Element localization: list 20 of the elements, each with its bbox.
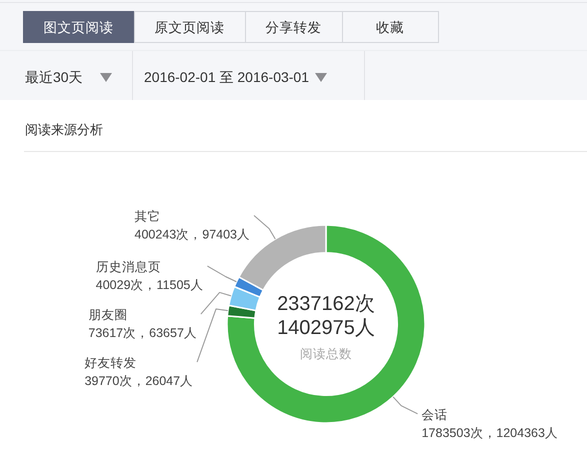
data-label: 39770次，26047人: [84, 374, 194, 388]
slice-label: 历史消息页: [96, 260, 161, 274]
chart-title: 阅读来源分析: [25, 122, 103, 137]
tab: 分享转发: [245, 11, 343, 43]
data-label: 40029次，11505人: [96, 278, 204, 292]
tab: 原文页阅读: [134, 11, 246, 43]
tab-selected: 图文页阅读: [23, 11, 135, 43]
data-label: 400243次，97403人: [134, 228, 250, 242]
slice-label: 其它: [134, 208, 161, 224]
data-label: 73617次，63657人: [88, 326, 197, 340]
text: 1402975人: [277, 317, 375, 339]
slice-label: 好友转发: [84, 356, 137, 370]
data-label: 1783503次，1204363人: [422, 426, 558, 440]
text: 最近30天: [25, 69, 83, 85]
tab: 收藏: [342, 11, 439, 43]
text: 2337162次: [277, 293, 375, 315]
text: 阅读总数: [300, 347, 352, 361]
text: 2016-02-01 至 2016-03-01: [144, 69, 310, 85]
slice-label: 会话: [422, 408, 448, 422]
slice-label: 朋友圈: [88, 308, 128, 322]
